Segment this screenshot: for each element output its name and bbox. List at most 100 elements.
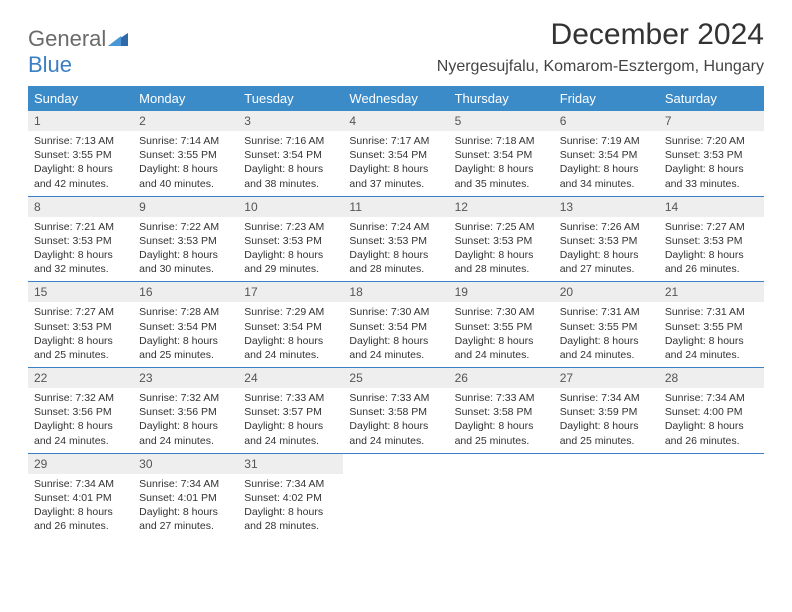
- calendar-day-cell: 3Sunrise: 7:16 AMSunset: 3:54 PMDaylight…: [238, 111, 343, 196]
- sunrise-line: Sunrise: 7:19 AM: [560, 134, 653, 148]
- daylight-line: Daylight: 8 hours and 26 minutes.: [34, 505, 127, 533]
- day-number: 2: [133, 111, 238, 131]
- calendar-day-cell: ..: [449, 453, 554, 538]
- daylight-line: Daylight: 8 hours and 42 minutes.: [34, 162, 127, 190]
- sunrise-line: Sunrise: 7:27 AM: [665, 220, 758, 234]
- daylight-line: Daylight: 8 hours and 24 minutes.: [665, 334, 758, 362]
- day-number: 10: [238, 197, 343, 217]
- daylight-line: Daylight: 8 hours and 38 minutes.: [244, 162, 337, 190]
- calendar-day-cell: 14Sunrise: 7:27 AMSunset: 3:53 PMDayligh…: [659, 196, 764, 282]
- daylight-line: Daylight: 8 hours and 29 minutes.: [244, 248, 337, 276]
- sunrise-line: Sunrise: 7:20 AM: [665, 134, 758, 148]
- daylight-line: Daylight: 8 hours and 34 minutes.: [560, 162, 653, 190]
- day-number: 12: [449, 197, 554, 217]
- sunset-line: Sunset: 4:01 PM: [139, 491, 232, 505]
- day-number: 19: [449, 282, 554, 302]
- calendar-day-cell: 13Sunrise: 7:26 AMSunset: 3:53 PMDayligh…: [554, 196, 659, 282]
- sunset-line: Sunset: 3:55 PM: [560, 320, 653, 334]
- sunset-line: Sunset: 3:53 PM: [665, 234, 758, 248]
- brand-triangle-icon: [108, 26, 128, 52]
- sunset-line: Sunset: 3:53 PM: [560, 234, 653, 248]
- day-details: Sunrise: 7:17 AMSunset: 3:54 PMDaylight:…: [343, 131, 448, 196]
- sunrise-line: Sunrise: 7:14 AM: [139, 134, 232, 148]
- day-details: Sunrise: 7:19 AMSunset: 3:54 PMDaylight:…: [554, 131, 659, 196]
- header-bar: General Blue December 2024 Nyergesujfalu…: [28, 18, 764, 78]
- calendar-day-cell: 21Sunrise: 7:31 AMSunset: 3:55 PMDayligh…: [659, 282, 764, 368]
- calendar-day-cell: 26Sunrise: 7:33 AMSunset: 3:58 PMDayligh…: [449, 368, 554, 454]
- day-number: 27: [554, 368, 659, 388]
- daylight-line: Daylight: 8 hours and 25 minutes.: [560, 419, 653, 447]
- day-details: Sunrise: 7:29 AMSunset: 3:54 PMDaylight:…: [238, 302, 343, 367]
- calendar-table: Sunday Monday Tuesday Wednesday Thursday…: [28, 86, 764, 538]
- sunrise-line: Sunrise: 7:16 AM: [244, 134, 337, 148]
- calendar-day-cell: 28Sunrise: 7:34 AMSunset: 4:00 PMDayligh…: [659, 368, 764, 454]
- calendar-week-row: 15Sunrise: 7:27 AMSunset: 3:53 PMDayligh…: [28, 282, 764, 368]
- page-subtitle: Nyergesujfalu, Komarom-Esztergom, Hungar…: [437, 58, 764, 76]
- calendar-day-cell: 12Sunrise: 7:25 AMSunset: 3:53 PMDayligh…: [449, 196, 554, 282]
- day-details: Sunrise: 7:23 AMSunset: 3:53 PMDaylight:…: [238, 217, 343, 282]
- day-details: Sunrise: 7:28 AMSunset: 3:54 PMDaylight:…: [133, 302, 238, 367]
- day-details: Sunrise: 7:32 AMSunset: 3:56 PMDaylight:…: [133, 388, 238, 453]
- day-details: Sunrise: 7:34 AMSunset: 4:01 PMDaylight:…: [28, 474, 133, 539]
- day-details: Sunrise: 7:24 AMSunset: 3:53 PMDaylight:…: [343, 217, 448, 282]
- sunset-line: Sunset: 3:55 PM: [34, 148, 127, 162]
- daylight-line: Daylight: 8 hours and 25 minutes.: [139, 334, 232, 362]
- day-details: Sunrise: 7:34 AMSunset: 4:02 PMDaylight:…: [238, 474, 343, 539]
- calendar-day-cell: 2Sunrise: 7:14 AMSunset: 3:55 PMDaylight…: [133, 111, 238, 196]
- sunset-line: Sunset: 4:01 PM: [34, 491, 127, 505]
- day-details: Sunrise: 7:32 AMSunset: 3:56 PMDaylight:…: [28, 388, 133, 453]
- sunrise-line: Sunrise: 7:27 AM: [34, 305, 127, 319]
- day-details: Sunrise: 7:22 AMSunset: 3:53 PMDaylight:…: [133, 217, 238, 282]
- calendar-day-cell: 17Sunrise: 7:29 AMSunset: 3:54 PMDayligh…: [238, 282, 343, 368]
- sunset-line: Sunset: 3:54 PM: [560, 148, 653, 162]
- sunrise-line: Sunrise: 7:22 AM: [139, 220, 232, 234]
- calendar-day-cell: 6Sunrise: 7:19 AMSunset: 3:54 PMDaylight…: [554, 111, 659, 196]
- calendar-day-cell: ..: [343, 453, 448, 538]
- day-number: 4: [343, 111, 448, 131]
- sunset-line: Sunset: 4:02 PM: [244, 491, 337, 505]
- day-number: 8: [28, 197, 133, 217]
- daylight-line: Daylight: 8 hours and 28 minutes.: [244, 505, 337, 533]
- day-number: 21: [659, 282, 764, 302]
- calendar-day-cell: 4Sunrise: 7:17 AMSunset: 3:54 PMDaylight…: [343, 111, 448, 196]
- day-details: Sunrise: 7:26 AMSunset: 3:53 PMDaylight:…: [554, 217, 659, 282]
- sunset-line: Sunset: 3:56 PM: [34, 405, 127, 419]
- weekday-header: Wednesday: [343, 86, 448, 111]
- sunrise-line: Sunrise: 7:23 AM: [244, 220, 337, 234]
- sunset-line: Sunset: 3:54 PM: [455, 148, 548, 162]
- sunrise-line: Sunrise: 7:34 AM: [560, 391, 653, 405]
- day-details: Sunrise: 7:30 AMSunset: 3:55 PMDaylight:…: [449, 302, 554, 367]
- daylight-line: Daylight: 8 hours and 25 minutes.: [455, 419, 548, 447]
- daylight-line: Daylight: 8 hours and 24 minutes.: [34, 419, 127, 447]
- day-number: 30: [133, 454, 238, 474]
- sunset-line: Sunset: 3:53 PM: [665, 148, 758, 162]
- calendar-day-cell: 24Sunrise: 7:33 AMSunset: 3:57 PMDayligh…: [238, 368, 343, 454]
- calendar-day-cell: 11Sunrise: 7:24 AMSunset: 3:53 PMDayligh…: [343, 196, 448, 282]
- sunset-line: Sunset: 3:54 PM: [349, 320, 442, 334]
- day-details: Sunrise: 7:21 AMSunset: 3:53 PMDaylight:…: [28, 217, 133, 282]
- sunset-line: Sunset: 3:53 PM: [455, 234, 548, 248]
- daylight-line: Daylight: 8 hours and 24 minutes.: [349, 334, 442, 362]
- sunset-line: Sunset: 3:56 PM: [139, 405, 232, 419]
- calendar-day-cell: 15Sunrise: 7:27 AMSunset: 3:53 PMDayligh…: [28, 282, 133, 368]
- page-title: December 2024: [437, 18, 764, 52]
- daylight-line: Daylight: 8 hours and 24 minutes.: [455, 334, 548, 362]
- day-number: 17: [238, 282, 343, 302]
- day-details: Sunrise: 7:25 AMSunset: 3:53 PMDaylight:…: [449, 217, 554, 282]
- calendar-day-cell: 8Sunrise: 7:21 AMSunset: 3:53 PMDaylight…: [28, 196, 133, 282]
- day-details: Sunrise: 7:14 AMSunset: 3:55 PMDaylight:…: [133, 131, 238, 196]
- day-number: 9: [133, 197, 238, 217]
- sunset-line: Sunset: 3:53 PM: [244, 234, 337, 248]
- daylight-line: Daylight: 8 hours and 26 minutes.: [665, 419, 758, 447]
- sunrise-line: Sunrise: 7:30 AM: [455, 305, 548, 319]
- day-number: 23: [133, 368, 238, 388]
- sunrise-line: Sunrise: 7:28 AM: [139, 305, 232, 319]
- day-details: Sunrise: 7:33 AMSunset: 3:57 PMDaylight:…: [238, 388, 343, 453]
- calendar-day-cell: 29Sunrise: 7:34 AMSunset: 4:01 PMDayligh…: [28, 453, 133, 538]
- day-number: 22: [28, 368, 133, 388]
- day-number: 6: [554, 111, 659, 131]
- sunset-line: Sunset: 3:54 PM: [244, 148, 337, 162]
- day-number: 13: [554, 197, 659, 217]
- sunset-line: Sunset: 4:00 PM: [665, 405, 758, 419]
- sunset-line: Sunset: 3:57 PM: [244, 405, 337, 419]
